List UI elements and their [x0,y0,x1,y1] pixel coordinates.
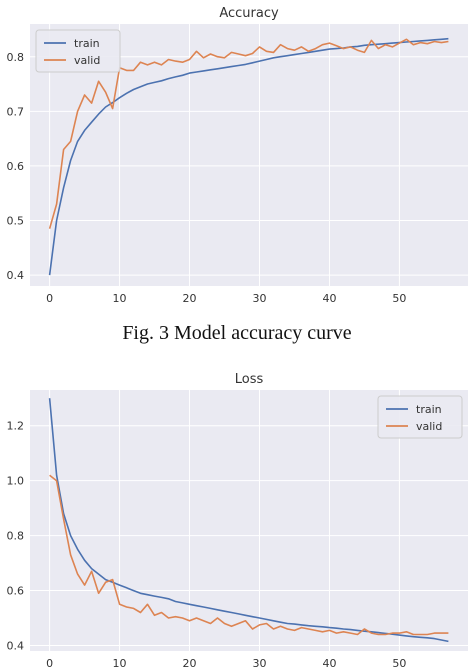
x-tick-label: 50 [392,657,406,668]
series-line-valid [48,38,449,229]
series-line-train [48,37,449,276]
x-tick-label: 30 [252,657,266,668]
chart-title: Loss [235,372,264,387]
y-tick-label: 1.0 [7,475,25,488]
y-tick-label: 0.6 [7,585,25,598]
x-tick-label: 10 [113,292,127,305]
x-tick-label: 40 [322,292,336,305]
legend-label-train: train [416,403,442,416]
series-line-valid [49,474,449,636]
x-tick-label: 0 [46,292,53,305]
x-tick-label: 30 [252,292,266,305]
x-tick-label: 10 [113,657,127,668]
x-tick-label: 0 [46,657,53,668]
accuracy-chart: 0.4 0.5 0.6 0.7 0.8 0 10 20 30 40 50 Accuracy train v… [7,6,468,305]
x-tick-label: 50 [392,292,406,305]
loss-chart: 0.4 0.6 0.8 1.0 1.2 0 10 20 30 40 50 Loss train valid [7,372,468,668]
y-tick-label: 0.5 [7,215,25,228]
y-tick-label: 1.2 [7,420,25,433]
x-tick-label: 40 [322,657,336,668]
legend-label-train: train [74,37,100,50]
figure-caption: Fig. 3 Model accuracy curve [122,322,352,344]
y-tick-label: 0.8 [7,530,25,543]
series-line-train [48,398,449,643]
y-tick-label: 0.6 [7,160,25,173]
legend [377,395,463,439]
x-tick-label: 20 [183,292,197,305]
y-tick-label: 0.7 [7,105,25,118]
y-tick-label: 0.8 [7,51,25,64]
chart-title: Accuracy [219,6,279,21]
y-tick-label: 0.4 [7,269,25,282]
y-tick-label: 0.4 [7,640,25,653]
legend-label-valid: valid [74,54,100,67]
legend-label-valid: valid [416,420,442,433]
x-tick-label: 20 [183,657,197,668]
legend [35,29,121,73]
